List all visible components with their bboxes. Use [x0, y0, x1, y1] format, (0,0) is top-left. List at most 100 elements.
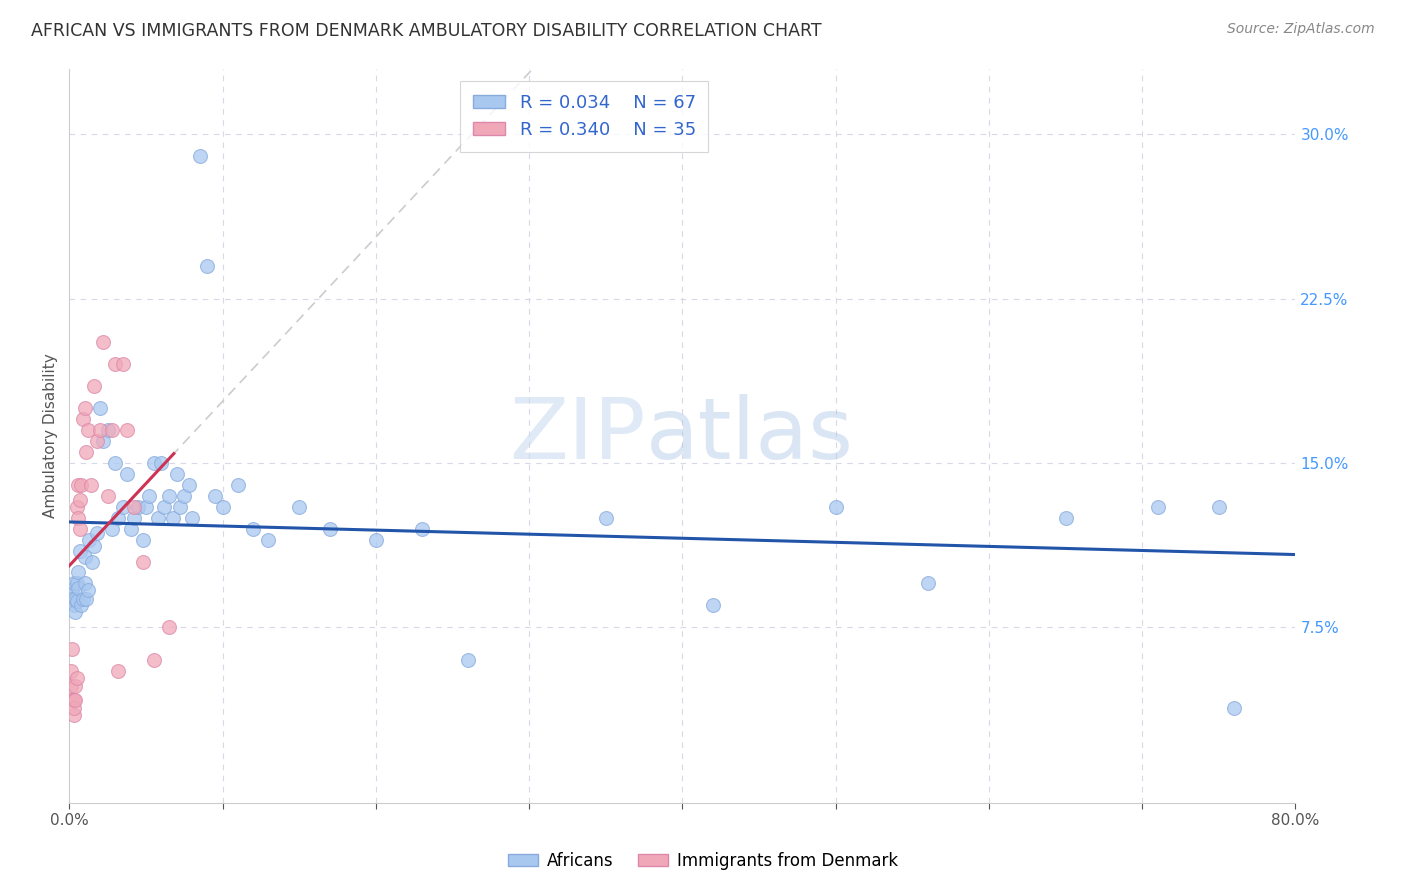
Point [195, 259, 218, 273]
Point [76, 423, 98, 437]
Point [66, 500, 89, 514]
Point [76, 582, 98, 597]
Point [65, 680, 87, 694]
Point [60, 582, 83, 597]
Point [226, 478, 249, 492]
Point [117, 423, 139, 437]
Point [142, 653, 165, 667]
Point [242, 522, 264, 536]
Text: ZIP: ZIP [509, 394, 645, 477]
Text: atlas: atlas [645, 394, 853, 477]
Point [63, 701, 86, 715]
Point [91, 434, 114, 448]
Point [188, 149, 211, 163]
Point [67, 566, 90, 580]
Point [66, 594, 89, 608]
Text: Source: ZipAtlas.com: Source: ZipAtlas.com [1227, 22, 1375, 37]
Point [1146, 500, 1168, 514]
Point [107, 510, 129, 524]
Point [96, 489, 118, 503]
Point [70, 478, 93, 492]
Point [63, 692, 86, 706]
Point [77, 533, 100, 547]
Point [63, 599, 86, 613]
Point [120, 522, 142, 536]
Point [75, 591, 97, 606]
Point [162, 510, 184, 524]
Point [166, 467, 188, 481]
Point [364, 533, 387, 547]
Point [169, 500, 191, 514]
Point [111, 500, 134, 514]
Legend: R = 0.034    N = 67, R = 0.340    N = 35: R = 0.034 N = 67, R = 0.340 N = 35 [460, 81, 709, 152]
Point [117, 467, 139, 481]
Point [132, 554, 155, 568]
Point [67, 478, 90, 492]
Text: AFRICAN VS IMMIGRANTS FROM DENMARK AMBULATORY DISABILITY CORRELATION CHART: AFRICAN VS IMMIGRANTS FROM DENMARK AMBUL… [31, 22, 821, 40]
Point [146, 510, 169, 524]
Point [150, 456, 173, 470]
Point [104, 357, 127, 371]
Point [702, 599, 724, 613]
Point [101, 423, 124, 437]
Point [65, 605, 87, 619]
Point [63, 707, 86, 722]
Point [1223, 701, 1246, 715]
Y-axis label: Ambulatory Disability: Ambulatory Disability [44, 353, 58, 518]
Point [111, 357, 134, 371]
Point [157, 489, 180, 503]
Point [104, 456, 127, 470]
Point [60, 692, 83, 706]
Point [73, 401, 96, 416]
Point [59, 587, 82, 601]
Point [127, 500, 149, 514]
Point [457, 653, 479, 667]
Point [1208, 500, 1230, 514]
Point [135, 500, 157, 514]
Point [69, 522, 91, 536]
Point [153, 500, 176, 514]
Point [72, 412, 94, 426]
Point [83, 539, 105, 553]
Point [63, 576, 86, 591]
Point [173, 489, 195, 503]
Point [1054, 510, 1077, 524]
Point [67, 510, 90, 524]
Point [595, 510, 617, 524]
Point [257, 533, 280, 547]
Point [86, 434, 108, 448]
Point [65, 692, 87, 706]
Point [73, 576, 96, 591]
Point [204, 489, 226, 503]
Point [89, 423, 111, 437]
Point [69, 493, 91, 508]
Point [157, 620, 180, 634]
Point [107, 664, 129, 678]
Point [66, 576, 89, 591]
Point [59, 680, 82, 694]
Point [177, 478, 200, 492]
Point [60, 591, 83, 606]
Point [211, 500, 233, 514]
Point [122, 510, 145, 524]
Point [86, 526, 108, 541]
Point [59, 664, 82, 678]
Point [91, 335, 114, 350]
Point [65, 591, 87, 606]
Point [83, 379, 105, 393]
Point [142, 456, 165, 470]
Point [72, 591, 94, 606]
Point [411, 522, 433, 536]
Point [80, 478, 103, 492]
Point [67, 581, 90, 595]
Point [319, 522, 342, 536]
Point [66, 671, 89, 685]
Point [69, 543, 91, 558]
Legend: Africans, Immigrants from Denmark: Africans, Immigrants from Denmark [502, 846, 904, 877]
Point [917, 576, 939, 591]
Point [70, 599, 93, 613]
Point [132, 533, 155, 547]
Point [82, 554, 104, 568]
Point [73, 550, 96, 565]
Point [138, 489, 160, 503]
